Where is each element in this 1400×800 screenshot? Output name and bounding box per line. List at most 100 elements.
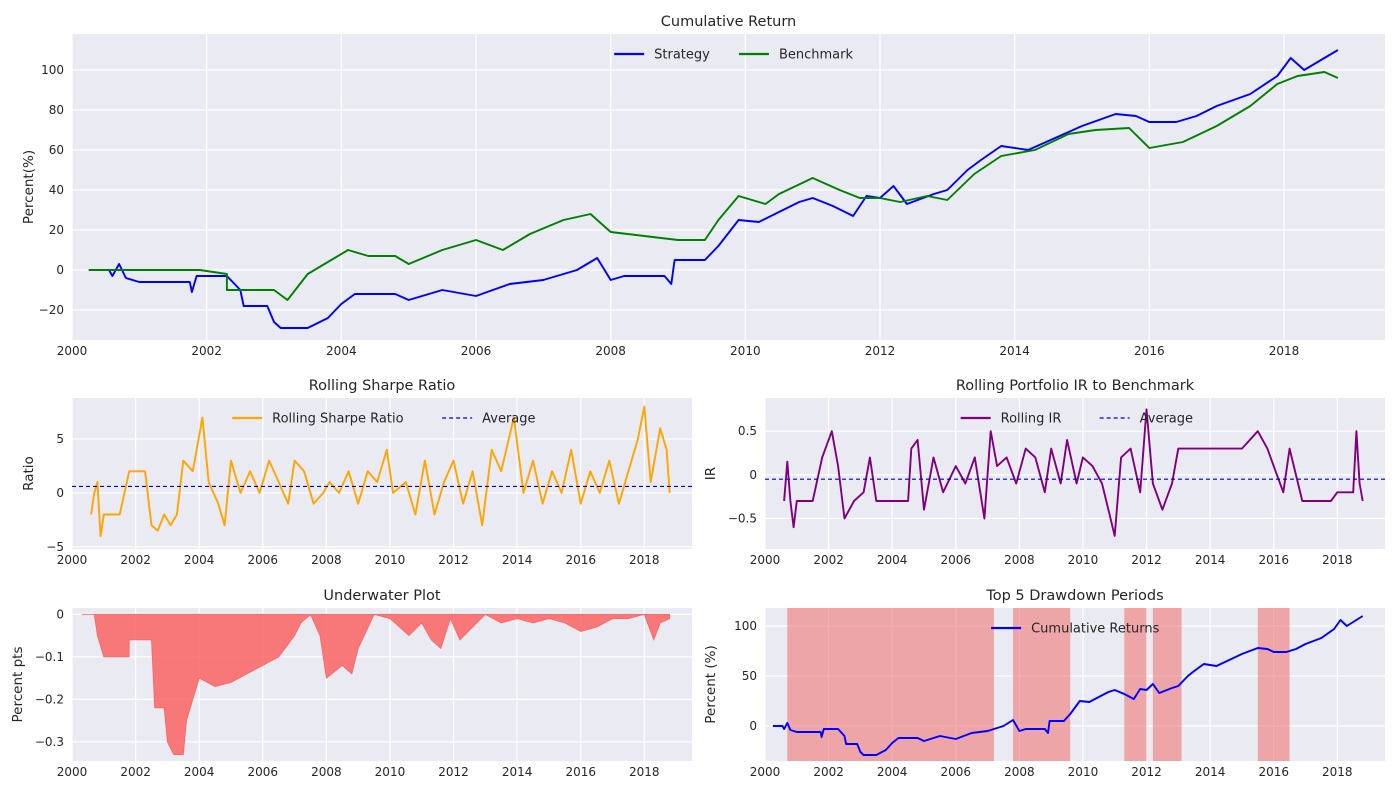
y-tick-label: 60	[49, 143, 64, 157]
x-tick-label: 2008	[595, 344, 626, 358]
y-tick-label: 50	[742, 669, 757, 683]
y-tick-label: 100	[734, 619, 757, 633]
x-tick-label: 2016	[1258, 765, 1289, 779]
y-axis-label: IR	[703, 467, 719, 480]
x-tick-label: 2002	[120, 765, 151, 779]
x-tick-label: 2012	[1131, 553, 1162, 567]
x-tick-label: 2012	[865, 344, 896, 358]
x-tick-label: 2008	[1004, 553, 1035, 567]
y-tick-label: −20	[39, 303, 64, 317]
y-tick-label: 20	[49, 223, 64, 237]
y-axis-label: Percent(%)	[21, 150, 37, 224]
x-tick-label: 2014	[1195, 765, 1226, 779]
y-axis-label: Percent pts	[10, 647, 26, 723]
chart-title: Rolling Sharpe Ratio	[309, 378, 456, 394]
y-tick-label: 0	[56, 486, 64, 500]
x-tick-label: 2002	[191, 344, 222, 358]
x-tick-label: 2010	[375, 553, 406, 567]
legend-label: Rolling IR	[1001, 412, 1062, 427]
x-tick-label: 2014	[999, 344, 1030, 358]
x-tick-label: 2010	[1068, 765, 1099, 779]
drawdown-span	[1257, 608, 1290, 761]
x-tick-label: 2000	[57, 765, 88, 779]
y-tick-label: −0.1	[35, 650, 64, 664]
chart-title: Rolling Portfolio IR to Benchmark	[956, 378, 1195, 394]
y-tick-label: 100	[41, 63, 64, 77]
x-tick-label: 2002	[813, 765, 844, 779]
grid	[71, 398, 692, 549]
x-tick-label: 2008	[311, 765, 342, 779]
x-tick-label: 2012	[1131, 765, 1162, 779]
legend-label: Average	[482, 412, 535, 427]
legend-label: Rolling Sharpe Ratio	[272, 412, 403, 427]
x-tick-label: 2014	[1195, 553, 1226, 567]
grid	[764, 398, 1385, 549]
y-tick-label: 0	[749, 719, 757, 733]
y-tick-label: 80	[49, 103, 64, 117]
x-tick-label: 2000	[57, 344, 88, 358]
y-axis-label: Ratio	[21, 456, 37, 491]
y-tick-label: −5	[46, 540, 64, 554]
x-tick-label: 2018	[629, 553, 660, 567]
legend: Rolling Sharpe Ratio Average	[232, 412, 536, 427]
chart-cumulative: 2000 2002 2004 2006 2008 2010 2012 2014 2016 2018…	[21, 14, 1385, 358]
series-line	[88, 71, 1339, 301]
y-tick-label: −0.5	[728, 511, 757, 525]
y-tick-label: −0.3	[35, 735, 64, 749]
x-tick-label: 2010	[730, 344, 761, 358]
x-tick-label: 2002	[813, 553, 844, 567]
x-tick-label: 2004	[877, 765, 908, 779]
x-tick-label: 2010	[375, 765, 406, 779]
drawdown-span	[1124, 608, 1147, 761]
y-tick-label: 5	[56, 432, 64, 446]
x-tick-label: 2002	[120, 553, 151, 567]
y-tick-label: 0	[56, 263, 64, 277]
series-line	[783, 408, 1364, 537]
chart-title: Top 5 Drawdown Periods	[985, 588, 1163, 604]
x-tick-label: 2016	[565, 553, 596, 567]
legend: Strategy Benchmark	[614, 48, 853, 63]
legend-label: Cumulative Returns	[1031, 622, 1159, 637]
y-tick-label: 0	[749, 468, 757, 482]
chart-drawdowns: 2000 2002 2004 2006 2008 2010 2012 2014 2016 2018…	[703, 588, 1385, 779]
y-tick-label: 0.5	[738, 424, 757, 438]
x-tick-label: 2004	[184, 553, 215, 567]
x-tick-label: 2012	[438, 553, 469, 567]
x-tick-label: 2006	[247, 765, 278, 779]
x-tick-label: 2018	[1269, 344, 1300, 358]
drawdown-span	[1013, 608, 1071, 761]
x-tick-label: 2014	[502, 765, 533, 779]
x-tick-label: 2006	[461, 344, 492, 358]
plot-area	[72, 34, 1385, 340]
x-tick-label: 2000	[57, 553, 88, 567]
drawdown-span	[787, 608, 994, 761]
x-tick-label: 2016	[565, 765, 596, 779]
x-tick-label: 2018	[1322, 553, 1353, 567]
x-tick-label: 2016	[1134, 344, 1165, 358]
series-line	[90, 405, 671, 538]
chart-title: Cumulative Return	[661, 14, 796, 30]
legend-label: Benchmark	[779, 48, 854, 63]
series-area	[81, 613, 671, 755]
y-tick-label: −0.2	[35, 692, 64, 706]
x-tick-label: 2006	[940, 765, 971, 779]
y-tick-label: 40	[49, 183, 64, 197]
x-tick-label: 2018	[1322, 765, 1353, 779]
chart-ir: 2000 2002 2004 2006 2008 2010 2012 2014 2016 2018…	[703, 378, 1385, 567]
x-tick-label: 2004	[326, 344, 357, 358]
x-tick-label: 2004	[184, 765, 215, 779]
x-tick-label: 2006	[247, 553, 278, 567]
y-tick-label: 0	[56, 607, 64, 621]
chart-underwater: 2000 2002 2004 2006 2008 2010 2012 2014 2016 2018…	[10, 588, 692, 779]
legend-label: Average	[1140, 412, 1193, 427]
legend-label: Strategy	[654, 48, 710, 63]
x-tick-label: 2012	[438, 765, 469, 779]
chart-sharpe: 2000 2002 2004 2006 2008 2010 2012 2014 2016 2018…	[21, 378, 692, 567]
chart-title: Underwater Plot	[323, 588, 440, 604]
x-tick-label: 2008	[1004, 765, 1035, 779]
x-tick-label: 2008	[311, 553, 342, 567]
x-tick-label: 2000	[750, 553, 781, 567]
legend: Cumulative Returns	[991, 622, 1160, 637]
x-tick-label: 2010	[1068, 553, 1099, 567]
